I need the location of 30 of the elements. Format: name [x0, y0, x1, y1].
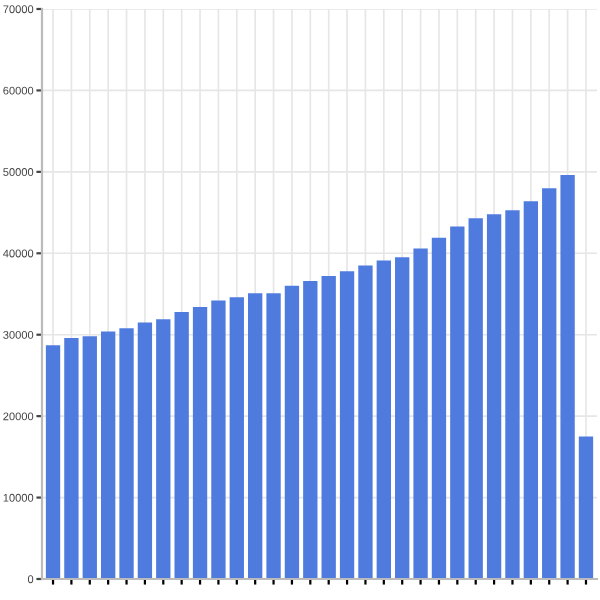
bar: [413, 248, 428, 579]
bar: [431, 237, 447, 579]
bar: [505, 210, 520, 579]
bar: [100, 331, 116, 579]
bar: [560, 175, 575, 579]
bar: [266, 293, 281, 579]
bar: [248, 293, 263, 579]
bar: [137, 322, 153, 579]
bar: [450, 226, 465, 579]
bar: [174, 311, 189, 579]
bar: [192, 307, 208, 579]
bar: [284, 285, 300, 579]
bar: [303, 280, 318, 579]
bar: [395, 257, 410, 579]
bar: [321, 276, 336, 579]
bar: [376, 260, 391, 579]
bar: [523, 201, 539, 579]
bar: [45, 345, 61, 579]
bar: [358, 265, 373, 579]
bar: [156, 319, 171, 579]
bar: [119, 328, 134, 579]
bar: [211, 300, 226, 579]
bar: [578, 436, 594, 579]
bar: [486, 214, 502, 579]
bar: [64, 337, 79, 579]
bar: [542, 188, 557, 579]
bar: [229, 297, 244, 579]
bar: [468, 218, 483, 579]
bar: [82, 336, 97, 579]
bar: [339, 271, 355, 579]
